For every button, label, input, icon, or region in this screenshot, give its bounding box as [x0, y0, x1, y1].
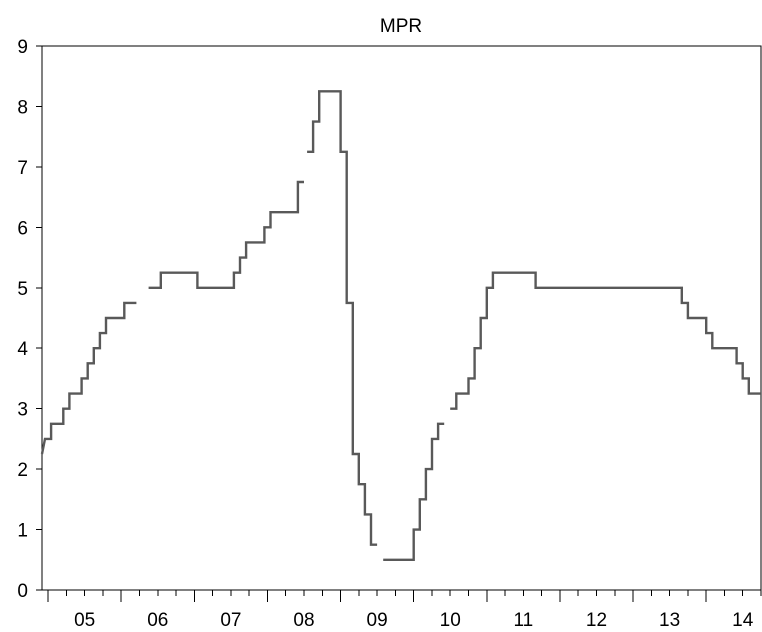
y-axis: 0 1 2 3 4 5 6 7 8 9: [17, 37, 42, 602]
chart-title: MPR: [380, 16, 422, 37]
y-tick-label: 9: [17, 37, 28, 58]
series-line-segment: [40, 301, 137, 455]
x-axis: 05 06 07 08 09 10 11 12 13 14: [47, 590, 762, 631]
y-tick-label: 6: [17, 218, 28, 239]
x-tick-label: 07: [220, 610, 241, 631]
x-tick-label: 08: [293, 610, 314, 631]
x-tick-label: 14: [732, 610, 754, 631]
y-tick-label: 8: [17, 97, 28, 118]
y-tick-label: 7: [17, 158, 28, 179]
y-tick-label: 3: [17, 400, 28, 421]
x-tick-label: 09: [367, 610, 388, 631]
y-tick-label: 0: [17, 581, 28, 602]
x-tick-label: 06: [147, 610, 168, 631]
y-tick-label: 2: [17, 460, 28, 481]
x-tick-label: 12: [586, 610, 607, 631]
x-tick-label: 05: [74, 610, 95, 631]
plot-frame: [41, 45, 762, 591]
x-tick-label: 13: [659, 610, 680, 631]
x-tick-label: 11: [513, 610, 533, 631]
series-line-segment: [148, 180, 304, 289]
series-group: [40, 90, 761, 561]
x-tick-label: 10: [440, 610, 461, 631]
y-tick-label: 4: [17, 339, 28, 360]
series-line-segment: [307, 90, 378, 546]
y-tick-label: 1: [17, 521, 28, 542]
series-line-segment: [383, 422, 445, 561]
y-tick-label: 5: [17, 279, 28, 300]
series-line-segment: [450, 271, 761, 410]
